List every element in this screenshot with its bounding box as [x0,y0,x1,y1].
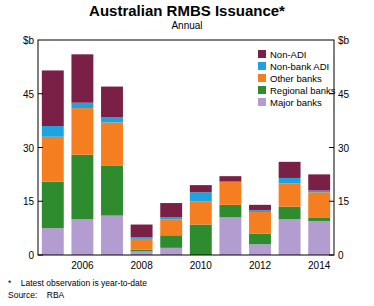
y-tick [38,255,43,256]
bar-segment [249,210,271,212]
bar-segment [101,87,123,117]
legend-label: Major banks [270,97,322,108]
bar-segment [308,192,330,217]
legend: Non-ADINon-bank ADIOther banksRegional b… [258,49,336,108]
bar-segment [308,217,330,221]
footnote: * Latest observation is year-to-date [8,278,147,288]
y-tick-label: 45 [23,89,35,100]
bar-segment [219,217,241,255]
bar-segment [279,162,301,178]
bar-segment [219,176,241,181]
bar-segment [219,205,241,218]
bar-segment [160,217,182,219]
y-tick-label: 30 [338,143,350,154]
bar-segment [131,237,153,239]
y-tick-label: 30 [23,143,35,154]
bar-segment [160,219,182,235]
bar-segment [160,203,182,217]
bar-segment [131,250,153,252]
bar-segment [308,191,330,193]
bar-segment [279,178,301,183]
x-tick-label: 2006 [71,260,94,271]
legend-label: Non-ADI [270,49,306,60]
bar-segment [101,117,123,122]
bar-segment [131,239,153,250]
source: Source: RBA [8,290,65,300]
title: Australian RMBS Issuance* [89,2,285,19]
y-unit-left: $b [23,35,35,46]
subtitle: Annual [171,20,202,31]
bar-segment [249,212,271,234]
x-tick-label: 2014 [308,260,331,271]
x-tick-label: 2010 [190,260,213,271]
legend-swatch [258,74,266,82]
y-tick-label: 0 [28,250,34,261]
y-tick [38,147,43,148]
chart: Australian RMBS Issuance*Annual $b $b 0 0 15 1… [0,0,374,306]
bar-segment [190,225,212,255]
bar-segment [71,219,93,255]
bar-segment [219,182,241,205]
bar-segment [308,174,330,190]
bar-segment [249,205,271,210]
legend-swatch [258,98,266,106]
legend-label: Non-bank ADI [270,61,329,72]
bar-segment [101,122,123,165]
y-tick-label: 15 [338,196,350,207]
y-tick [38,201,43,202]
bar-segment [249,244,271,255]
bar-segment [279,219,301,255]
y-tick [329,201,334,202]
y-tick-label: 45 [338,89,350,100]
bar-segment [279,207,301,220]
plot-frame [38,40,334,255]
legend-swatch [258,86,266,94]
bar-segment [190,201,212,224]
y-tick [329,255,334,256]
bar-segment [42,228,64,255]
bar-segment [308,221,330,255]
bar-segment [160,248,182,255]
bar-segment [249,234,271,245]
y-tick-label: 0 [338,250,344,261]
bar-segment [190,185,212,192]
bar-segment [160,235,182,248]
bar-segment [71,155,93,220]
bar-segment [71,108,93,155]
bar-segment [131,225,153,238]
bar-segment [42,70,64,126]
legend-swatch [258,50,266,58]
bar-segment [42,182,64,229]
legend-swatch [258,62,266,70]
bar-segment [71,103,93,108]
bar-segment [101,216,123,255]
y-unit-right: $b [338,35,350,46]
bar-segment [101,165,123,215]
x-tick-label: 2012 [249,260,272,271]
bar-segment [71,54,93,102]
bar-segment [190,192,212,201]
bar-segment [279,183,301,206]
y-tick-label: 15 [23,196,35,207]
bar-segment [131,251,153,255]
x-tick-label: 2008 [130,260,153,271]
y-tick [329,147,334,148]
legend-label: Regional banks [270,85,336,96]
legend-label: Other banks [270,73,322,84]
y-tick [38,93,43,94]
bar-segment [42,126,64,137]
bar-segment [42,137,64,182]
